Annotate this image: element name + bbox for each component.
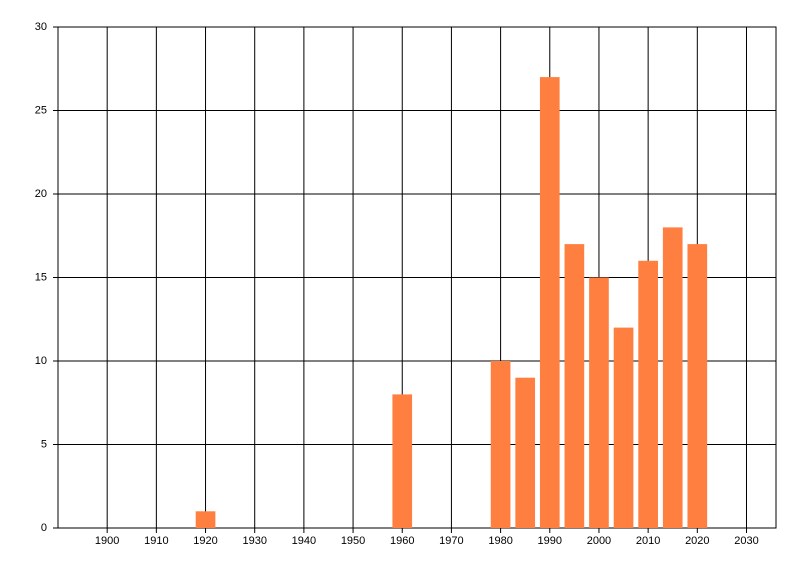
- x-tick-label: 1920: [193, 535, 217, 547]
- bar: [638, 260, 658, 528]
- x-tick-label: 2030: [734, 535, 758, 547]
- y-tick-label: 25: [35, 104, 47, 116]
- x-tick-label: 1990: [538, 535, 562, 547]
- bar: [589, 277, 609, 528]
- x-tick-label: 2020: [685, 535, 709, 547]
- y-tick-label: 5: [41, 438, 47, 450]
- bar: [613, 327, 634, 528]
- bar: [539, 77, 560, 528]
- x-tick-label: 1940: [292, 535, 316, 547]
- bar: [392, 394, 413, 528]
- bar: [195, 511, 216, 528]
- y-tick-label: 20: [35, 188, 47, 200]
- y-tick-label: 10: [35, 355, 47, 367]
- bar: [490, 361, 511, 528]
- x-tick-label: 1980: [488, 535, 512, 547]
- bar: [662, 227, 683, 528]
- y-tick-label: 0: [41, 522, 47, 534]
- bar: [687, 244, 708, 528]
- x-tick-label: 1960: [390, 535, 414, 547]
- x-tick-label: 1910: [144, 535, 168, 547]
- y-tick-label: 15: [35, 271, 47, 283]
- x-tick-label: 1930: [242, 535, 266, 547]
- bar: [515, 377, 536, 528]
- y-tick-label: 30: [35, 21, 47, 33]
- x-tick-label: 2000: [587, 535, 611, 547]
- bar: [564, 244, 585, 528]
- x-tick-label: 1950: [341, 535, 365, 547]
- x-tick-label: 1900: [95, 535, 119, 547]
- x-tick-label: 1970: [439, 535, 463, 547]
- x-tick-label: 2010: [636, 535, 660, 547]
